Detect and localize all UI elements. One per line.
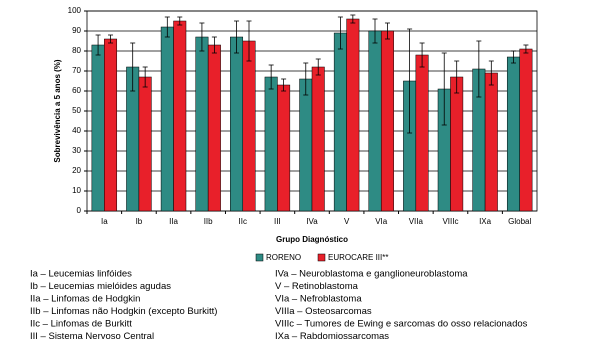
bar	[230, 36, 244, 212]
x-axis-title: Grupo Diagnóstico	[276, 235, 348, 244]
bar	[368, 30, 382, 212]
error-bar	[510, 50, 516, 64]
error-bar	[523, 44, 529, 54]
note: III – Sistema Nervoso Central	[30, 331, 154, 342]
note: IIb – Linfomas não Hodgkin (excepto Burk…	[30, 306, 217, 317]
x-tick-label: V	[344, 217, 350, 226]
x-tick-label: Ib	[136, 217, 143, 226]
bar	[415, 54, 429, 212]
x-tick-label: VIa	[375, 217, 388, 226]
note: VIIIa – Osteosarcomas	[275, 306, 372, 317]
legend-swatch	[255, 253, 264, 262]
note: IIa – Linfomas de Hodgkin	[30, 294, 140, 305]
note: IVa – Neuroblastoma e ganglioneuroblasto…	[275, 269, 468, 280]
legend-label: RORENO	[266, 253, 301, 262]
bar	[138, 76, 152, 212]
bar	[242, 40, 256, 212]
note: IXa – Rabdomiossarcomas	[275, 331, 389, 342]
note: VIIIc – Tumores de Ewing e sarcomas do o…	[275, 319, 528, 330]
error-bar	[130, 42, 136, 92]
error-bar	[454, 60, 460, 94]
y-tick-label: 0	[77, 206, 82, 215]
y-tick-label: 50	[72, 106, 81, 115]
error-bar	[337, 16, 343, 50]
x-tick-label: Ia	[101, 217, 108, 226]
note: VIa – Nefroblastoma	[275, 294, 362, 305]
error-bar	[142, 66, 148, 88]
error-bar	[108, 34, 114, 44]
x-tick-label: IXa	[479, 217, 492, 226]
error-bar	[268, 64, 274, 90]
error-bar	[488, 60, 494, 86]
note: IIc – Linfomas de Burkitt	[30, 319, 132, 330]
x-tick-label: IIc	[239, 217, 247, 226]
error-bar	[303, 62, 309, 96]
note: V – Retinoblastoma	[275, 281, 359, 292]
bar	[277, 84, 291, 212]
bar	[173, 20, 187, 212]
legend-label: EUROCARE III**	[328, 253, 388, 262]
bar	[450, 76, 464, 212]
y-tick-label: 80	[72, 46, 81, 55]
bar	[104, 38, 118, 212]
y-axis-title: Sobrevivência a 5 anos (%)	[53, 59, 62, 162]
bar	[91, 44, 105, 212]
y-tick-label: 70	[72, 66, 81, 75]
error-bar	[384, 22, 390, 40]
error-bar	[199, 22, 205, 52]
x-tick-label: III	[274, 217, 281, 226]
x-tick-label: IIb	[204, 217, 213, 226]
error-bar	[441, 52, 447, 126]
bar	[484, 72, 498, 212]
error-bar	[234, 20, 240, 54]
bar	[299, 78, 313, 212]
error-bar	[211, 36, 217, 54]
y-tick-label: 20	[72, 166, 81, 175]
y-tick-label: 60	[72, 86, 81, 95]
x-tick-label: IIa	[169, 217, 178, 226]
error-bar	[350, 14, 356, 24]
bar	[333, 32, 347, 212]
y-tick-label: 30	[72, 146, 81, 155]
error-bar	[372, 18, 378, 44]
note: Ib – Leucemias mielóides agudas	[30, 281, 171, 292]
error-bar	[95, 34, 101, 56]
x-tick-label: Global	[508, 217, 531, 226]
x-tick-label: VIIIc	[442, 217, 458, 226]
bar	[160, 26, 174, 212]
error-bar	[177, 16, 183, 26]
error-bar	[281, 78, 287, 92]
y-tick-label: 90	[72, 26, 81, 35]
y-tick-label: 100	[68, 6, 82, 15]
y-tick-label: 40	[72, 126, 81, 135]
legend-swatch	[317, 253, 326, 262]
bar	[380, 30, 394, 212]
bar	[264, 76, 278, 212]
x-tick-label: VIIa	[409, 217, 424, 226]
bar	[506, 56, 520, 212]
x-tick-label: IVa	[306, 217, 318, 226]
error-bar	[315, 58, 321, 76]
error-bar	[407, 28, 413, 134]
bar	[311, 66, 325, 212]
y-tick-label: 10	[72, 186, 81, 195]
error-bar	[246, 20, 252, 62]
error-bar	[476, 40, 482, 98]
error-bar	[419, 42, 425, 68]
note: Ia – Leucemias linfóides	[30, 269, 132, 280]
bar	[519, 48, 533, 212]
bar	[195, 36, 209, 212]
error-bar	[164, 16, 170, 38]
bar	[346, 18, 360, 212]
bar	[207, 44, 221, 212]
